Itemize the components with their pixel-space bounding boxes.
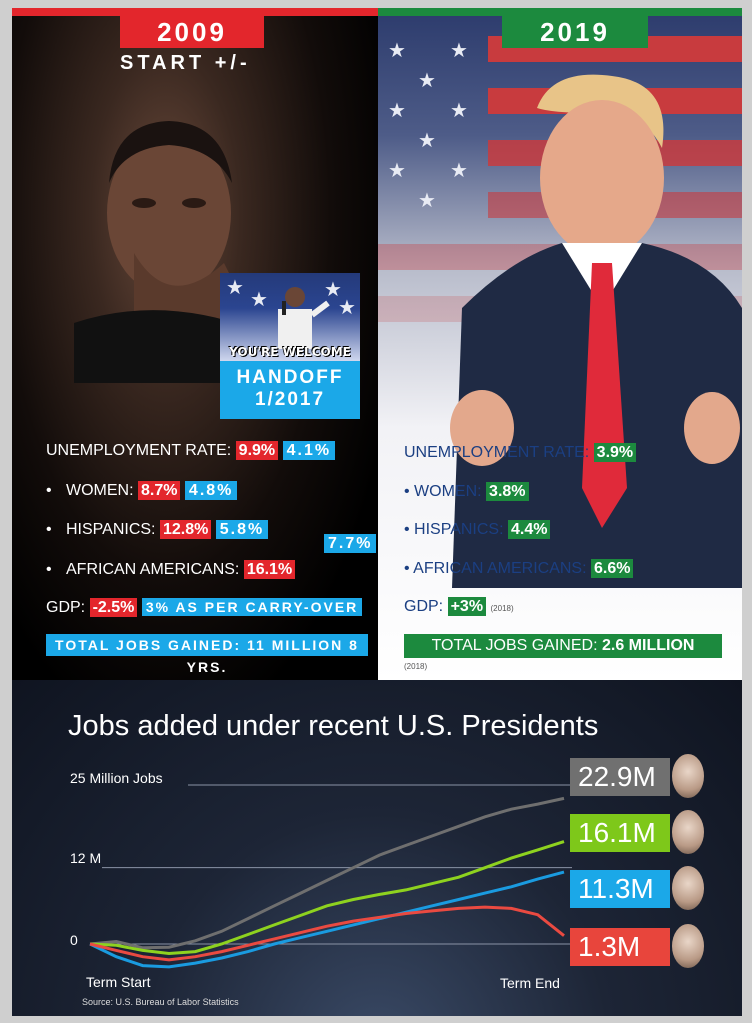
term-start-label: Term Start (86, 974, 151, 990)
left-top-bar (12, 8, 378, 16)
chart-title: Jobs added under recent U.S. Presidents (68, 710, 599, 742)
y-tick-label: 25 Million Jobs (70, 770, 163, 786)
star-icon: ★ (226, 277, 244, 299)
unemployment-end-value: 4.1% (282, 441, 336, 460)
left-women-row: • WOMEN: 8.7% 4.8% (46, 481, 238, 500)
jobs-label: TOTAL JOBS GAINED: (431, 637, 598, 654)
star-icon: ★ (450, 160, 468, 182)
hispanics-label: HISPANICS: (414, 521, 504, 538)
women-label: WOMEN: (66, 482, 134, 499)
aa-end-wrap: 7.7% (324, 534, 377, 553)
jobs-note: (2018) (404, 662, 428, 671)
trump-photo (450, 74, 742, 588)
gdp-end-value: 3% AS PER CARRY-OVER (141, 598, 363, 616)
start-label: START +/- (120, 52, 251, 74)
african-americans-end-value: 7.7% (324, 534, 377, 553)
youre-welcome-caption: YOU'RE WELCOME (229, 345, 351, 359)
bullet-icon: • (46, 561, 52, 578)
right-hispanics-row: • HISPANICS: 4.4% (404, 520, 551, 539)
star-icon: ★ (418, 70, 436, 92)
left-unemployment-row: UNEMPLOYMENT RATE: 9.9% 4.1% (46, 441, 336, 460)
obama-photo (74, 121, 264, 383)
unemployment-start-value: 9.9% (235, 441, 279, 460)
hispanics-value: 4.4% (508, 520, 551, 539)
right-gdp-row: GDP: +3% (2018) (404, 597, 514, 616)
star-icon: ★ (450, 100, 468, 122)
african-americans-label: AFRICAN AMERICANS: (66, 561, 240, 578)
star-icon: ★ (324, 279, 342, 301)
star-icon: ★ (418, 130, 436, 152)
year-2019-badge: 2019 (502, 16, 648, 48)
star-icon: ★ (388, 160, 406, 182)
left-gdp-row: GDP: -2.5% 3% AS PER CARRY-OVER (46, 598, 363, 617)
president-portrait-icon (672, 924, 704, 968)
unemployment-label: UNEMPLOYMENT RATE: (404, 444, 590, 461)
series-value-box: 22.9M (570, 758, 670, 796)
handoff-box: HANDOFF 1/2017 (220, 361, 360, 419)
gdp-label: GDP: (404, 598, 444, 615)
right-women-row: • WOMEN: 3.8% (404, 482, 529, 501)
women-label: WOMEN: (414, 483, 482, 500)
handoff-label: HANDOFF (236, 367, 344, 388)
y-tick-label: 0 (70, 932, 78, 948)
youre-welcome-photo: ★ ★ ★ ★ YOU'RE WELCOME (220, 273, 360, 361)
bullet-icon: • (46, 521, 52, 538)
y-tick-label: 12 M (70, 850, 102, 866)
gdp-start-value: -2.5% (89, 598, 138, 617)
left-african-americans-row: • AFRICAN AMERICANS: 16.1% (46, 560, 296, 579)
bullet-icon: • (404, 521, 415, 538)
hispanics-end-value: 5.8% (215, 520, 269, 539)
handoff-date: 1/2017 (254, 389, 326, 410)
gdp-value: +3% (447, 597, 487, 616)
women-start-value: 8.7% (138, 481, 181, 500)
right-african-americans-row: • AFRICAN AMERICANS: 6.6% (404, 559, 634, 578)
african-americans-value: 6.6% (590, 559, 634, 578)
jobs-chart (89, 784, 572, 969)
jobs-value: 2.6 MILLION (601, 637, 695, 654)
bullet-icon: • (404, 483, 415, 500)
president-portrait-icon (672, 866, 704, 910)
series-line-16.1M (89, 840, 565, 956)
chart-source: Source: U.S. Bureau of Labor Statistics (82, 997, 239, 1007)
gdp-label: GDP: (46, 599, 86, 616)
unemployment-value: 3.9% (593, 443, 637, 462)
star-icon: ★ (250, 289, 268, 311)
star-icon: ★ (388, 100, 406, 122)
series-line-22.9M (89, 796, 565, 950)
unemployment-label: UNEMPLOYMENT RATE: (46, 442, 232, 459)
hispanics-start-value: 12.8% (159, 520, 212, 539)
star-icon: ★ (338, 297, 356, 319)
right-unemployment-row: UNEMPLOYMENT RATE: 3.9% (404, 443, 637, 462)
series-value-box: 1.3M (570, 928, 670, 966)
bullet-icon: • (404, 560, 414, 577)
star-icon: ★ (418, 190, 436, 212)
left-total-jobs: TOTAL JOBS GAINED: 11 MILLION 8 YRS. (46, 634, 368, 675)
president-portrait-icon (672, 754, 704, 798)
president-portrait-icon (672, 810, 704, 854)
bullet-icon: • (46, 482, 52, 499)
african-americans-start-value: 16.1% (243, 560, 296, 579)
series-value-box: 16.1M (570, 814, 670, 852)
term-end-label: Term End (500, 975, 560, 991)
star-icon: ★ (388, 40, 406, 62)
right-top-bar (378, 8, 742, 16)
series-line-11.3M (89, 870, 565, 969)
hispanics-label: HISPANICS: (66, 521, 156, 538)
right-total-jobs: TOTAL JOBS GAINED: 2.6 MILLION (404, 634, 722, 658)
women-value: 3.8% (486, 482, 529, 501)
series-line-1.3M (89, 905, 565, 962)
star-icon: ★ (450, 40, 468, 62)
women-end-value: 4.8% (184, 481, 238, 500)
gdp-note: (2018) (490, 604, 514, 613)
african-americans-label: AFRICAN AMERICANS: (413, 560, 587, 577)
year-2009-badge: 2009 (120, 16, 264, 48)
series-value-box: 11.3M (570, 870, 670, 908)
speaker-figure (278, 287, 330, 349)
infographic: 2009 START +/- ★ ★ ★ ★ YOU'RE WELCOME HA… (12, 8, 742, 1016)
left-hispanics-row: • HISPANICS: 12.8% 5.8% (46, 520, 269, 539)
